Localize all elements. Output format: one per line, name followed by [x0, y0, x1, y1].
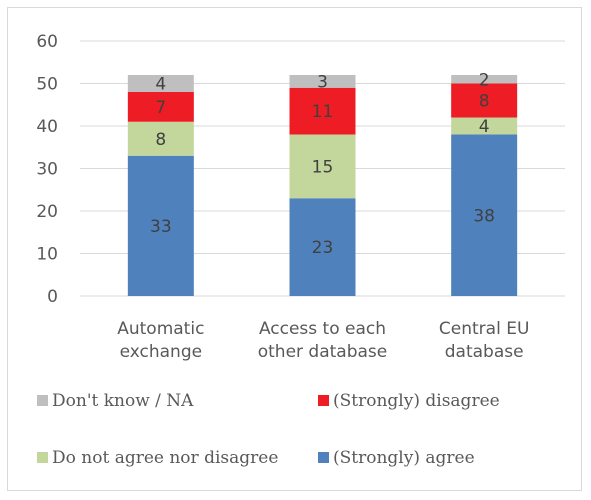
data-label: 4 [479, 117, 490, 137]
data-label: 3 [317, 72, 328, 92]
bar-segment [289, 198, 356, 296]
bar-segment [127, 155, 194, 296]
y-tick-label: 60 [36, 32, 58, 52]
bar-segment [127, 92, 194, 122]
bar-segment [289, 134, 356, 199]
bar-segment [451, 83, 518, 118]
legend-label: (Strongly) agree [333, 448, 475, 468]
legend-swatch [37, 395, 48, 406]
legend-label: Don't know / NA [52, 391, 194, 411]
x-category-label: Automatic [117, 319, 204, 339]
legend-label: Do not agree nor disagree [52, 448, 278, 468]
data-label: 8 [155, 130, 166, 150]
y-tick-label: 10 [36, 245, 58, 265]
bar-segment [451, 75, 518, 84]
y-tick-label: 40 [36, 117, 58, 137]
bar-segment [451, 117, 518, 135]
bar-segment [451, 134, 518, 296]
data-label: 15 [312, 157, 334, 177]
bar-segment [289, 75, 356, 88]
x-category-label: other database [258, 342, 388, 362]
data-label: 4 [155, 75, 166, 95]
legend-swatch [37, 452, 48, 463]
y-tick-label: 20 [36, 202, 58, 222]
bar-segment [127, 121, 194, 156]
data-label: 11 [312, 102, 334, 122]
x-category-label: Central EU [439, 319, 530, 339]
y-tick-label: 50 [36, 75, 58, 95]
y-tick-label: 0 [47, 287, 58, 307]
legend-label: (Strongly) disagree [333, 391, 500, 411]
bar-segment [127, 75, 194, 92]
x-category-label: database [445, 342, 524, 362]
data-label: 23 [312, 238, 334, 258]
data-label: 8 [479, 92, 490, 112]
y-tick-label: 30 [36, 160, 58, 180]
x-category-label: exchange [120, 342, 203, 362]
data-label: 38 [473, 206, 495, 226]
bar-segment [289, 87, 356, 135]
x-category-label: Access to each [259, 319, 386, 339]
data-label: 7 [155, 98, 166, 118]
legend-swatch [318, 452, 329, 463]
legend-swatch [318, 395, 329, 406]
data-label: 2 [479, 70, 490, 90]
data-label: 33 [150, 217, 172, 237]
